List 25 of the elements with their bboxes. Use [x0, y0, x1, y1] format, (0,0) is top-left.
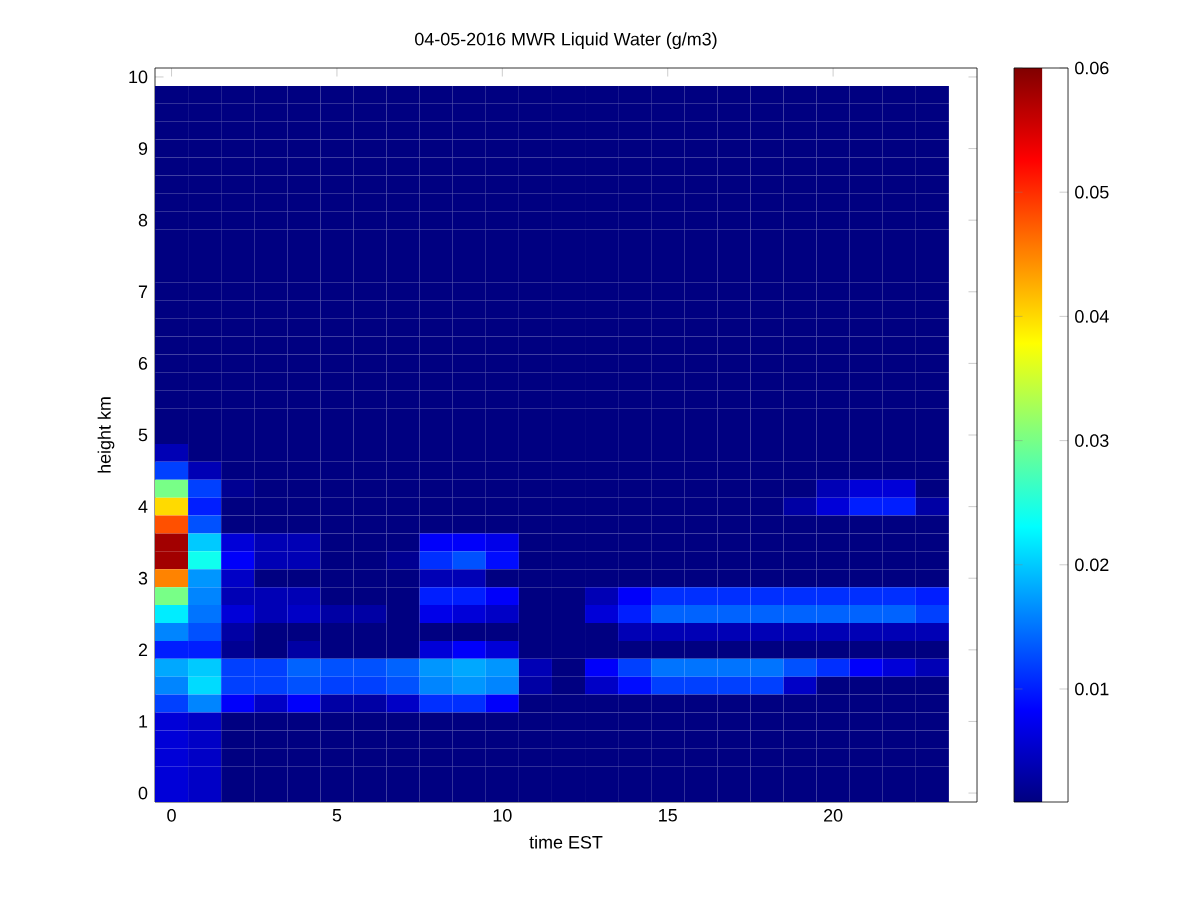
color-bar-label: 0.03 — [1075, 434, 1109, 447]
x-tick-label: 20 — [824, 809, 843, 822]
x-tick-label: 15 — [659, 809, 677, 822]
chart-title: 04-05-2016 MWR Liquid Water (g/m3) — [415, 32, 717, 49]
x-tick-label: 0 — [167, 809, 176, 822]
y-tick-label: 2 — [138, 643, 148, 657]
y-tick-label: 3 — [138, 571, 148, 585]
y-tick-label: 7 — [138, 285, 148, 298]
x-tick-label: 5 — [332, 809, 342, 822]
x-tick-label: 10 — [493, 809, 512, 822]
y-tick-label: 8 — [138, 213, 148, 227]
x-axis-title: time EST — [529, 835, 603, 849]
y-tick-label: 10 — [129, 70, 148, 84]
y-tick-label: 1 — [139, 715, 148, 728]
y-tick-label: 9 — [138, 142, 148, 155]
y-tick-label: 0 — [138, 786, 148, 800]
y-tick-label: 6 — [138, 357, 148, 370]
y-tick-label: 5 — [138, 428, 148, 442]
color-bar-label: 0.02 — [1075, 558, 1109, 572]
y-tick-label: 4 — [138, 500, 148, 513]
color-bar-label: 0.04 — [1075, 310, 1109, 323]
color-bar-label: 0.05 — [1075, 185, 1109, 199]
color-bar-label: 0.06 — [1075, 61, 1109, 75]
color-bar-label: 0.01 — [1075, 682, 1109, 696]
y-axis-title: height km — [97, 397, 115, 473]
